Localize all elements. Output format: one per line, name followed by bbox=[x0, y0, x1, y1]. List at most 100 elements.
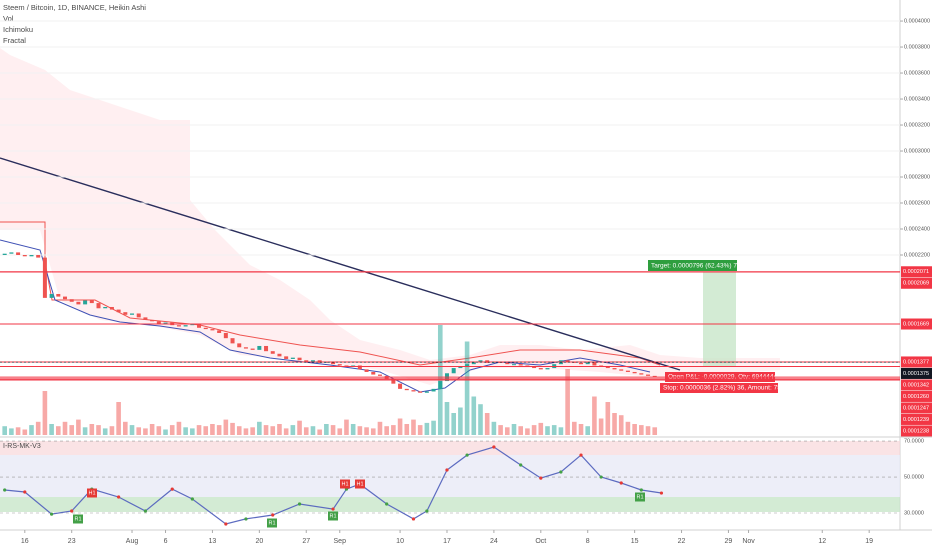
candle-body bbox=[130, 313, 135, 315]
candle-body bbox=[357, 365, 362, 370]
candle-body bbox=[42, 257, 47, 298]
volume-bar bbox=[491, 421, 497, 435]
x-tick-label: 15 bbox=[631, 538, 639, 545]
annotation-bg bbox=[328, 511, 338, 521]
indicator-point bbox=[492, 445, 496, 449]
candle-body bbox=[210, 329, 215, 331]
candle-body bbox=[9, 252, 14, 254]
y-tick-label: 0.0002200 bbox=[904, 252, 930, 258]
volume-bar bbox=[56, 426, 61, 435]
volume-bar bbox=[9, 428, 14, 435]
candle-body bbox=[2, 253, 7, 255]
ichimoku-cloud bbox=[0, 48, 780, 385]
volume-bar bbox=[15, 427, 21, 435]
volume-bar bbox=[612, 413, 617, 435]
volume-bar bbox=[82, 427, 88, 435]
indicator-point bbox=[143, 509, 148, 513]
x-tick-label: 8 bbox=[586, 538, 590, 545]
trend-line bbox=[0, 157, 681, 371]
volume-bar bbox=[277, 424, 282, 435]
candle-body bbox=[619, 369, 624, 371]
price-label-bg bbox=[901, 390, 932, 402]
candle-body bbox=[297, 357, 302, 361]
volume-bar bbox=[102, 428, 108, 435]
volume-bar bbox=[109, 426, 115, 435]
candle-body bbox=[652, 375, 657, 378]
x-tick-label: 27 bbox=[302, 538, 310, 545]
x-tick-label: 17 bbox=[443, 538, 451, 545]
indicator-line bbox=[4, 446, 662, 525]
indicator-point bbox=[23, 490, 27, 494]
volume-bar bbox=[585, 426, 591, 435]
volume-bar bbox=[618, 415, 624, 435]
y-tick-label: 50.0000 bbox=[904, 474, 924, 480]
target-label-bg bbox=[648, 260, 737, 271]
x-tick-label: 16 bbox=[21, 538, 29, 545]
x-tick-label: 10 bbox=[396, 538, 404, 545]
annotation: R1 bbox=[636, 494, 643, 500]
indicator-point bbox=[465, 453, 469, 457]
candle-body bbox=[264, 345, 269, 352]
volume-bar bbox=[250, 427, 255, 435]
volume-bar bbox=[397, 418, 403, 435]
price-label: 0.0002071 bbox=[903, 269, 929, 275]
candle-body bbox=[176, 325, 181, 327]
candle-body bbox=[331, 361, 336, 365]
candle-body bbox=[424, 391, 429, 393]
volume-bar bbox=[525, 428, 530, 435]
volume-bar bbox=[116, 402, 121, 435]
volume-bar bbox=[625, 421, 631, 435]
candle-body bbox=[398, 383, 403, 389]
volume-bar bbox=[572, 421, 577, 435]
candle-body bbox=[585, 361, 590, 365]
volume-bar bbox=[598, 418, 604, 435]
candle-body bbox=[458, 366, 463, 369]
y-tick-label: 0.0003800 bbox=[904, 45, 930, 51]
volume-bar bbox=[417, 425, 423, 435]
volume-bar bbox=[391, 425, 396, 435]
candle-body bbox=[505, 362, 510, 365]
volume-bar bbox=[357, 426, 363, 435]
annotation: R1 bbox=[329, 513, 336, 519]
volume-bar bbox=[384, 426, 389, 435]
volume-bar bbox=[545, 426, 550, 435]
annotation-bg bbox=[267, 518, 277, 528]
candle-body bbox=[565, 360, 570, 362]
annotation-bg bbox=[355, 479, 365, 489]
indicator-point bbox=[3, 488, 7, 492]
volume-bar bbox=[163, 429, 168, 435]
volume-bar bbox=[458, 407, 463, 435]
candle-body bbox=[63, 296, 68, 300]
candle-body bbox=[532, 366, 537, 369]
candle-body bbox=[518, 364, 523, 366]
candle-body bbox=[56, 293, 61, 297]
candle-body bbox=[203, 327, 208, 330]
volume-bar bbox=[639, 425, 644, 435]
x-tick-label: Aug bbox=[126, 538, 139, 545]
price-label: 0.0001342 bbox=[903, 382, 929, 388]
candle-body bbox=[371, 371, 376, 375]
x-tick-label: 13 bbox=[209, 538, 217, 545]
candle-body bbox=[96, 303, 101, 309]
candle-body bbox=[109, 306, 114, 310]
volume-bar bbox=[464, 341, 470, 435]
target-label: Target: 0.0000796 (62.43%) 796, Amount: … bbox=[651, 263, 797, 270]
candle-body bbox=[136, 313, 141, 318]
price-label: 0.0001238 bbox=[903, 428, 929, 434]
x-tick-label: 12 bbox=[818, 538, 826, 545]
volume-bar bbox=[551, 425, 557, 435]
candle-body bbox=[411, 390, 416, 392]
x-tick-label: 29 bbox=[725, 538, 733, 545]
volume-bar bbox=[89, 424, 95, 435]
price-label-bg bbox=[901, 402, 932, 414]
price-label-bg bbox=[901, 277, 932, 289]
volume-bar bbox=[283, 428, 289, 435]
volume-bar bbox=[538, 422, 544, 435]
candle-body bbox=[511, 364, 516, 366]
candle-body bbox=[310, 360, 315, 362]
indicator-point bbox=[639, 488, 643, 492]
volume-bar bbox=[176, 421, 182, 435]
volume-bar bbox=[303, 427, 309, 435]
y-tick-label: 30.0000 bbox=[904, 510, 924, 516]
candle-body bbox=[592, 361, 597, 366]
